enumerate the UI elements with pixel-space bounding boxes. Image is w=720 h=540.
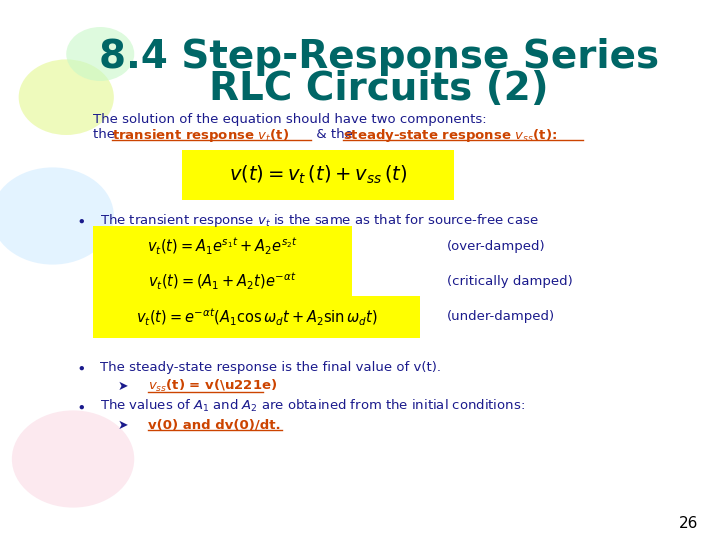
Text: The transient response $v_t$ is the same as that for source-free case: The transient response $v_t$ is the same… xyxy=(100,212,539,229)
Text: $v_t(t) = (A_1 + A_2 t)e^{-\alpha t}$: $v_t(t) = (A_1 + A_2 t)e^{-\alpha t}$ xyxy=(148,271,297,293)
Circle shape xyxy=(0,167,114,265)
Text: The steady-state response is the final value of v(t).: The steady-state response is the final v… xyxy=(100,361,441,374)
Text: $\bullet$: $\bullet$ xyxy=(76,360,86,375)
Text: (under-damped): (under-damped) xyxy=(447,310,555,323)
FancyBboxPatch shape xyxy=(94,261,352,302)
Text: The values of $A_1$ and $A_2$ are obtained from the initial conditions:: The values of $A_1$ and $A_2$ are obtain… xyxy=(100,398,525,414)
Text: & the: & the xyxy=(312,129,358,141)
FancyBboxPatch shape xyxy=(182,150,454,200)
Text: (critically damped): (critically damped) xyxy=(447,275,572,288)
Text: $\bullet$: $\bullet$ xyxy=(76,399,86,414)
Text: transient response $v_t$(t): transient response $v_t$(t) xyxy=(112,126,289,144)
Text: 26: 26 xyxy=(679,516,698,531)
Circle shape xyxy=(66,27,134,81)
Text: 8.4 Step-Response Series: 8.4 Step-Response Series xyxy=(99,38,659,76)
Text: (over-damped): (over-damped) xyxy=(447,240,546,253)
FancyBboxPatch shape xyxy=(94,226,352,267)
Text: v(0) and dv(0)/dt.: v(0) and dv(0)/dt. xyxy=(148,418,281,431)
Text: $v_{ss}$(t) = v(\u221e): $v_{ss}$(t) = v(\u221e) xyxy=(148,378,277,394)
Text: RLC Circuits (2): RLC Circuits (2) xyxy=(210,70,549,108)
Text: $v_t(t) = e^{-\alpha t}(A_1 \cos\omega_d t + A_2 \sin\omega_d t)$: $v_t(t) = e^{-\alpha t}(A_1 \cos\omega_d… xyxy=(135,306,377,328)
Text: $v_t(t) = A_1 e^{s_1 t} + A_2 e^{s_2 t}$: $v_t(t) = A_1 e^{s_1 t} + A_2 e^{s_2 t}$ xyxy=(147,236,298,258)
Text: $\bullet$: $\bullet$ xyxy=(76,213,86,228)
Text: ➤: ➤ xyxy=(117,418,127,431)
Text: steady-state response $v_{ss}$(t):: steady-state response $v_{ss}$(t): xyxy=(343,126,557,144)
FancyBboxPatch shape xyxy=(94,296,420,338)
Circle shape xyxy=(19,59,114,135)
Text: $v(t) = v_t\,(t) + v_{ss}\,(t)$: $v(t) = v_t\,(t) + v_{ss}\,(t)$ xyxy=(228,164,407,186)
Text: the: the xyxy=(94,129,120,141)
Circle shape xyxy=(12,410,134,508)
Text: The solution of the equation should have two components:: The solution of the equation should have… xyxy=(94,113,487,126)
Text: ➤: ➤ xyxy=(117,380,127,393)
